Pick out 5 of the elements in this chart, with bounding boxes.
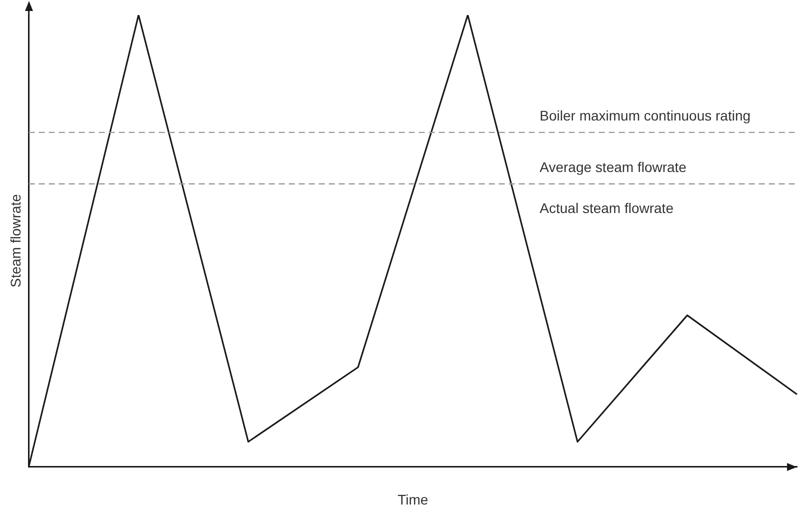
ref-line-label: Boiler maximum continuous rating [540, 107, 751, 124]
y-axis-title: Steam flowrate [7, 194, 24, 288]
ref-line-label: Average steam flowrate [540, 158, 687, 175]
x-axis-title: Time [398, 491, 428, 508]
series-label: Actual steam flowrate [540, 200, 674, 216]
